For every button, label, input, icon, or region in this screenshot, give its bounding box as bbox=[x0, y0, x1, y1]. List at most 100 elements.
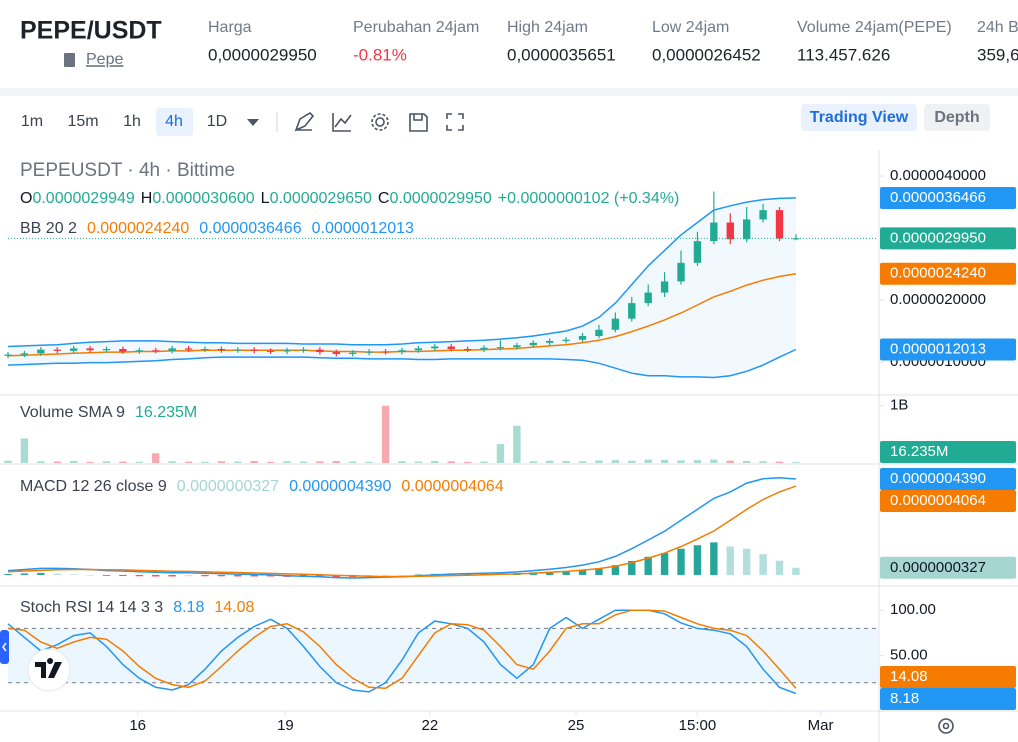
macd-histogram bbox=[578, 569, 587, 575]
macd-histogram bbox=[217, 574, 226, 577]
interval[interactable]: 1D bbox=[207, 113, 227, 130]
candle-body bbox=[529, 342, 537, 346]
macd-histogram bbox=[710, 542, 718, 575]
candle-body bbox=[431, 346, 439, 349]
volume-bar bbox=[775, 461, 784, 463]
interval[interactable]: 4h bbox=[165, 113, 183, 130]
price-tag bbox=[880, 227, 1016, 250]
candle-body bbox=[266, 350, 275, 352]
ohlc-key: L bbox=[261, 190, 270, 207]
volume-bar bbox=[184, 461, 193, 463]
ohlc-value: +0.0000000102 (+0.34%) bbox=[498, 190, 679, 207]
candle-body bbox=[463, 349, 472, 351]
volume-bar bbox=[693, 460, 702, 463]
macd-histogram bbox=[53, 573, 61, 575]
volume-bar bbox=[37, 461, 45, 463]
candle-body bbox=[693, 241, 702, 263]
ohlc-value: 0.0000029949 bbox=[32, 190, 134, 207]
candle-body bbox=[283, 350, 291, 352]
x-tick-label: 19 bbox=[277, 717, 294, 734]
volume-bar bbox=[792, 462, 800, 463]
volume-bar bbox=[152, 453, 160, 463]
candle-body bbox=[316, 349, 324, 353]
macd-histogram bbox=[628, 560, 636, 575]
bb-line bbox=[7, 348, 797, 379]
side-tab[interactable] bbox=[0, 630, 9, 664]
interval[interactable]: 1m bbox=[21, 113, 43, 130]
view-button[interactable]: Trading View bbox=[810, 109, 909, 126]
macd-histogram bbox=[37, 572, 45, 575]
chart-card bbox=[0, 96, 1018, 742]
candle-body bbox=[628, 303, 636, 319]
macd-histogram bbox=[759, 554, 767, 575]
candle-body bbox=[102, 349, 111, 351]
ohlc-value: 0.0000029950 bbox=[389, 190, 491, 207]
candle-body bbox=[349, 352, 357, 354]
price-tag-label: 0.0000004064 bbox=[890, 492, 986, 509]
volume-bar bbox=[480, 461, 488, 463]
candle-body bbox=[398, 350, 406, 353]
macd-histogram bbox=[726, 546, 734, 575]
coin-link[interactable]: Pepe bbox=[86, 51, 123, 68]
stat-value: 359,6 bbox=[977, 45, 1018, 64]
candle-body bbox=[644, 292, 652, 304]
volume-bar bbox=[628, 460, 636, 463]
settings-icon[interactable] bbox=[375, 117, 385, 127]
macd-histogram bbox=[168, 574, 176, 577]
volume-bar bbox=[4, 460, 12, 463]
indicator-icon[interactable] bbox=[332, 113, 352, 132]
volume-bar bbox=[119, 461, 127, 463]
fullscreen-icon[interactable] bbox=[446, 113, 464, 131]
price-tag-label: 0.0000024240 bbox=[890, 265, 986, 282]
volume-bar bbox=[447, 461, 455, 463]
price-tag bbox=[880, 186, 1016, 209]
header-bg bbox=[0, 0, 1018, 88]
stat-value: -0.81% bbox=[353, 45, 407, 64]
candle-body bbox=[546, 340, 554, 343]
candle-body bbox=[562, 339, 570, 341]
candle-body bbox=[53, 349, 61, 351]
macd-histogram bbox=[119, 574, 127, 577]
price-tag-label: 16.235M bbox=[890, 443, 948, 460]
price-tag-label: 0.0000004390 bbox=[890, 470, 986, 487]
interval[interactable]: 1h bbox=[123, 113, 141, 130]
macd-histogram bbox=[742, 548, 751, 575]
macd-histogram bbox=[381, 574, 390, 576]
candle-body bbox=[710, 222, 718, 242]
candle-body bbox=[742, 219, 751, 240]
stat-label: Volume 24jam(PEPE) bbox=[797, 19, 952, 36]
volume-bar bbox=[217, 461, 226, 463]
candle-body bbox=[496, 347, 505, 349]
price-tag bbox=[880, 688, 1016, 710]
legend-value: 0.0000000327 bbox=[177, 478, 279, 495]
price-tag bbox=[880, 467, 1016, 490]
tv-logo[interactable] bbox=[27, 648, 71, 692]
macd-histogram bbox=[184, 574, 193, 577]
macd-histogram bbox=[266, 574, 275, 577]
macd-histogram bbox=[414, 574, 423, 576]
macd-histogram bbox=[135, 574, 144, 577]
macd-histogram bbox=[595, 568, 603, 575]
volume-bar bbox=[644, 459, 652, 463]
view-button[interactable]: Depth bbox=[934, 109, 979, 126]
draw-icon[interactable] bbox=[294, 111, 315, 132]
macd-histogram bbox=[562, 571, 570, 575]
save-icon[interactable] bbox=[409, 113, 428, 132]
candle-body bbox=[234, 349, 242, 351]
y-tick-label: 1B bbox=[890, 397, 908, 414]
stat-label: Perubahan 24jam bbox=[353, 19, 479, 36]
volume-bar bbox=[135, 461, 144, 463]
legend-name: BB 20 2 bbox=[20, 220, 77, 237]
stat-label: Low 24jam bbox=[652, 19, 729, 36]
candle-body bbox=[759, 210, 767, 220]
legend-value: 8.18 bbox=[173, 599, 204, 616]
y-tick-label: 0.0000020000 bbox=[890, 291, 986, 308]
price-tag bbox=[880, 262, 1016, 285]
stoch-band bbox=[8, 628, 878, 683]
macd-histogram bbox=[86, 574, 94, 576]
dropdown[interactable] bbox=[247, 119, 259, 126]
interval[interactable]: 15m bbox=[67, 113, 98, 130]
settings-gear[interactable] bbox=[938, 718, 954, 734]
price-tag-label: 0.0000029950 bbox=[890, 229, 986, 246]
